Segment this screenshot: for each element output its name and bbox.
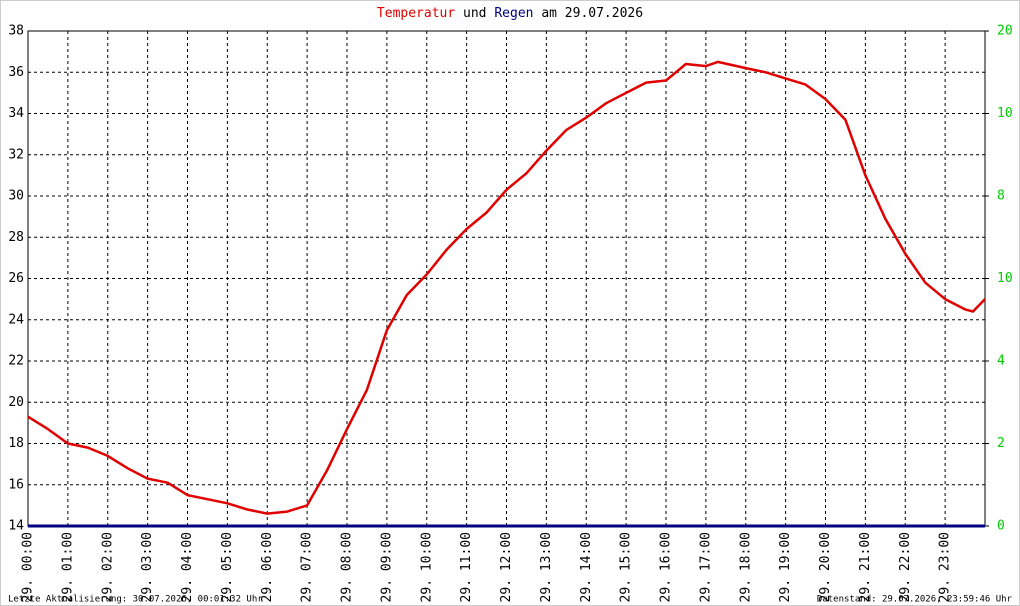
chart-title: Temperatur und Regen am 29.07.2026	[377, 6, 643, 21]
x-tick-label: 29. 05:00	[220, 532, 235, 602]
x-tick-label: 29. 21:00	[858, 532, 873, 602]
title-connector: und	[463, 6, 486, 21]
y-tick-label: 26	[8, 271, 24, 286]
x-tick-label: 29. 22:00	[898, 532, 913, 602]
y-tick-label: 30	[8, 189, 24, 204]
y-tick-label: 32	[8, 147, 24, 162]
y-tick-label: 22	[8, 354, 24, 369]
x-tick-label: 29. 20:00	[818, 532, 833, 602]
x-tick-label: 29. 18:00	[738, 532, 753, 602]
y2-tick-label: 4	[997, 354, 1005, 369]
x-tick-label: 29. 08:00	[340, 532, 355, 602]
y2-tick-label: 8	[997, 189, 1005, 204]
y2-tick-label: 10	[997, 271, 1013, 286]
x-tick-label: 29. 11:00	[459, 532, 474, 602]
y-tick-label: 20	[8, 395, 24, 410]
x-tick-label: 29. 12:00	[499, 532, 514, 602]
x-tick-label: 29. 09:00	[379, 532, 394, 602]
x-tick-label: 29. 17:00	[698, 532, 713, 602]
title-date: am 29.07.2026	[541, 6, 643, 21]
y2-tick-label: 0	[997, 519, 1005, 534]
x-tick-label: 29. 04:00	[180, 532, 195, 602]
y-tick-label: 14	[8, 519, 24, 534]
x-tick-label: 29. 03:00	[140, 532, 155, 602]
y-tick-label: 38	[8, 24, 24, 39]
footer-left: Letzte Aktualisierung: 30.07.2026, 00:01…	[8, 595, 263, 605]
x-tick-label: 29. 02:00	[100, 532, 115, 602]
x-tick-label: 29. 15:00	[619, 532, 634, 602]
x-tick-label: 29. 13:00	[539, 532, 554, 602]
y2-tick-label: 10	[997, 106, 1013, 121]
title-rain: Regen	[494, 6, 533, 21]
x-tick-label: 29. 06:00	[260, 532, 275, 602]
y-tick-label: 34	[8, 106, 24, 121]
y-tick-label: 28	[8, 230, 24, 245]
series-line	[27, 60, 986, 515]
y2-tick-label: 20	[997, 24, 1013, 39]
x-tick-label: 29. 10:00	[419, 532, 434, 602]
y-tick-label: 36	[8, 65, 24, 80]
x-tick-label: 29. 01:00	[60, 532, 75, 602]
x-tick-label: 29. 23:00	[938, 532, 953, 602]
y-tick-label: 24	[8, 312, 24, 327]
title-temperature: Temperatur	[377, 6, 455, 21]
x-tick-label: 29. 14:00	[579, 532, 594, 602]
footer-right: Datenstand: 29.07.2026, 23:59:46 Uhr	[817, 595, 1013, 605]
y-tick-label: 18	[8, 436, 24, 451]
x-tick-label: 29. 19:00	[778, 532, 793, 602]
x-tick-label: 29. 00:00	[21, 532, 36, 602]
x-tick-label: 29. 16:00	[659, 532, 674, 602]
y2-tick-label: 2	[997, 436, 1005, 451]
y-tick-label: 16	[8, 477, 24, 492]
x-tick-label: 29. 07:00	[300, 532, 315, 602]
